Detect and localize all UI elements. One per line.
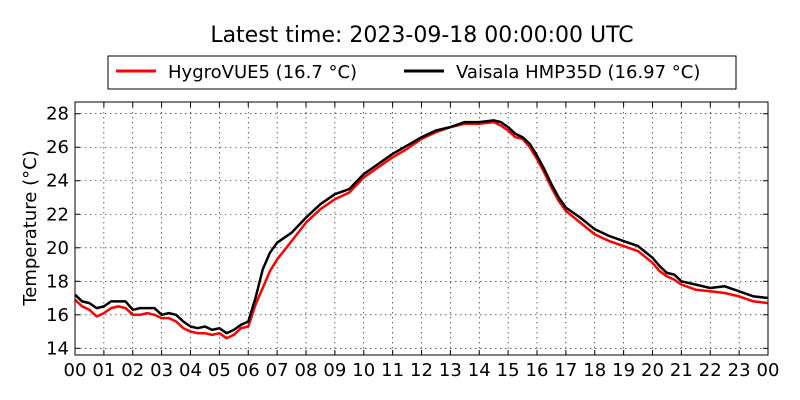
x-tick-label: 12	[410, 360, 433, 381]
series-line-hygrovue5	[74, 120, 769, 340]
x-tick-label: 10	[352, 360, 375, 381]
series-layer	[74, 119, 769, 340]
y-tick-label: 22	[46, 204, 69, 225]
x-tick-label: 18	[583, 360, 606, 381]
y-tick-label: 16	[46, 305, 69, 326]
x-tick-label: 23	[728, 360, 751, 381]
x-tick-label: 13	[439, 360, 462, 381]
y-tick-label: 26	[46, 137, 69, 158]
y-tick-label: 18	[46, 271, 69, 292]
chart-title: Latest time: 2023-09-18 00:00:00 UTC	[210, 23, 633, 48]
x-tick-label: 06	[237, 360, 260, 381]
x-tick-label: 14	[468, 360, 491, 381]
x-tick-label: 22	[699, 360, 722, 381]
x-tick-label: 05	[208, 360, 231, 381]
y-axis-label: Temperature (°C)	[20, 150, 41, 306]
x-tick-label: 15	[497, 360, 520, 381]
legend-label-vaisala: Vaisala HMP35D (16.97 °C)	[456, 62, 700, 83]
y-tick-label: 24	[46, 171, 69, 192]
x-tick-label: 07	[266, 360, 289, 381]
x-tick-label: 02	[121, 360, 144, 381]
y-tick-label: 14	[46, 338, 69, 359]
x-tick-label: 04	[179, 360, 202, 381]
x-tick-label: 16	[526, 360, 549, 381]
x-tick-label: 08	[295, 360, 318, 381]
x-tick-label: 09	[323, 360, 346, 381]
series-line-vaisala	[74, 119, 769, 335]
x-tick-label: 00	[757, 360, 780, 381]
x-tick-label: 20	[641, 360, 664, 381]
y-tick-label: 28	[46, 104, 69, 125]
tick-layer: 00 01 02 03 04 05 06 07 08 09 10 11 12 13 14 15 16 17 18 19…	[46, 102, 779, 381]
x-tick-label: 11	[381, 360, 404, 381]
plot-frame	[74, 101, 769, 356]
x-tick-label: 01	[92, 360, 115, 381]
x-tick-label: 00	[64, 360, 87, 381]
legend-label-hygrovue5: HygroVUE5 (16.7 °C)	[168, 62, 357, 83]
y-tick-label: 20	[46, 238, 69, 259]
x-tick-label: 17	[554, 360, 577, 381]
x-tick-label: 21	[670, 360, 693, 381]
legend: HygroVUE5 (16.7 °C) Vaisala HMP35D (16.9…	[107, 55, 737, 90]
x-tick-label: 03	[150, 360, 173, 381]
x-tick-label: 19	[612, 360, 635, 381]
grid-layer	[75, 102, 768, 355]
